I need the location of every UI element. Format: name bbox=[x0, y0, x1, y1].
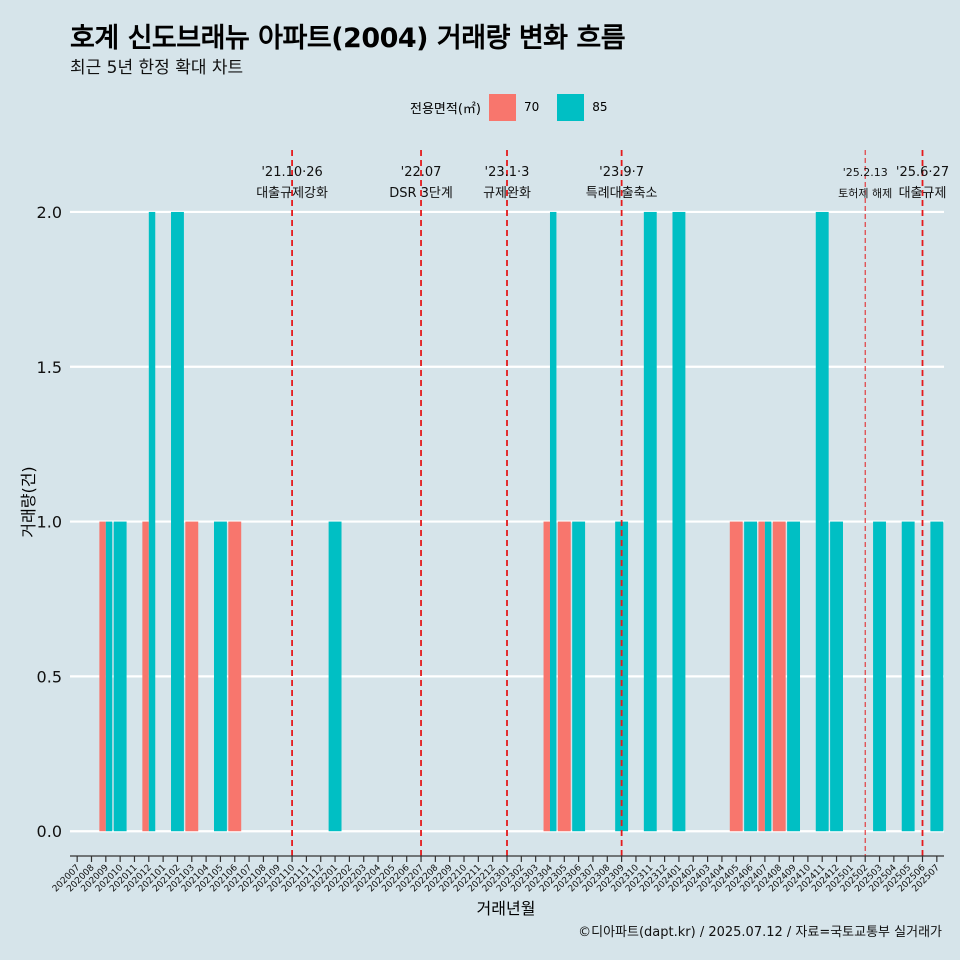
y-tick-label: 2.0 bbox=[37, 203, 62, 222]
bar-85-202010 bbox=[113, 521, 127, 832]
legend-key-70 bbox=[488, 93, 516, 121]
bar-70-202407 bbox=[758, 521, 765, 832]
bar-85-202012 bbox=[148, 211, 156, 832]
event-label-text: 대출규제강화 bbox=[256, 186, 328, 201]
bar-85-202505 bbox=[901, 521, 915, 832]
y-axis-title: 거래량(건) bbox=[19, 466, 38, 537]
event-label-text: 규제완화 bbox=[483, 186, 531, 201]
bar-70-202405 bbox=[729, 521, 743, 832]
event-label-date: '23.9·7 bbox=[599, 165, 644, 180]
event-label-date: '22.07 bbox=[401, 165, 442, 180]
bar-85-202306 bbox=[572, 521, 586, 832]
event-label-date: '25.6·27 bbox=[896, 165, 949, 180]
y-tick-label: 0.0 bbox=[37, 822, 62, 841]
legend-key-85 bbox=[557, 93, 585, 121]
bar-70-202106 bbox=[228, 521, 242, 832]
y-tick-label: 0.5 bbox=[37, 667, 62, 686]
bar-85-202507 bbox=[930, 521, 944, 832]
bar-85-202102 bbox=[171, 211, 184, 832]
event-label-text: 특례대출축소 bbox=[586, 186, 658, 201]
bar-85-202105 bbox=[213, 521, 227, 832]
bar-85-202401 bbox=[672, 211, 686, 832]
bar-85-202309 bbox=[615, 521, 629, 832]
y-tick-label: 1.0 bbox=[37, 513, 62, 532]
bar-85-202411 bbox=[815, 211, 829, 832]
bar-85-202406 bbox=[744, 521, 758, 832]
legend-title: 전용면적(㎡) bbox=[410, 101, 481, 117]
bar-70-202304 bbox=[543, 521, 550, 832]
bar-85-202304 bbox=[549, 211, 557, 832]
chart-subtitle: 최근 5년 한정 확대 차트 bbox=[70, 58, 244, 78]
event-label-text: DSR 3단계 bbox=[389, 186, 453, 201]
bar-85-202407 bbox=[764, 521, 772, 832]
event-label-date: '25.2.13 bbox=[843, 166, 888, 179]
bar-85-202311 bbox=[643, 211, 657, 832]
event-label-date: '23.1·3 bbox=[485, 165, 530, 180]
legend: 전용면적(㎡) 70 85 bbox=[410, 93, 626, 121]
legend-label-85: 85 bbox=[592, 100, 608, 114]
bar-85-202201 bbox=[328, 521, 342, 832]
bar-70-202408 bbox=[772, 521, 786, 832]
bar-70-202305 bbox=[557, 521, 571, 832]
bar-70-202012 bbox=[142, 521, 149, 832]
legend-label-70: 70 bbox=[523, 100, 540, 114]
chart-title: 호계 신도브래뉴 아파트(2004) 거래량 변화 흐름 bbox=[70, 23, 626, 54]
y-tick-label: 1.5 bbox=[37, 358, 62, 377]
bar-70-202103 bbox=[185, 521, 199, 832]
bar-70-202009 bbox=[99, 521, 106, 832]
event-label-text: 토허제 해제 bbox=[838, 186, 892, 200]
event-label-text: 대출규제 bbox=[899, 186, 947, 201]
source-caption: ©디아파트(dapt.kr) / 2025.07.12 / 자료=국토교통부 실… bbox=[578, 925, 942, 940]
x-axis-title: 거래년월 bbox=[477, 899, 536, 918]
bar-85-202409 bbox=[787, 521, 801, 832]
event-label-date: '21.10·26 bbox=[261, 165, 322, 180]
bar-85-202009 bbox=[105, 521, 113, 832]
bar-85-202412 bbox=[830, 521, 843, 832]
bar-85-202503 bbox=[873, 521, 886, 832]
